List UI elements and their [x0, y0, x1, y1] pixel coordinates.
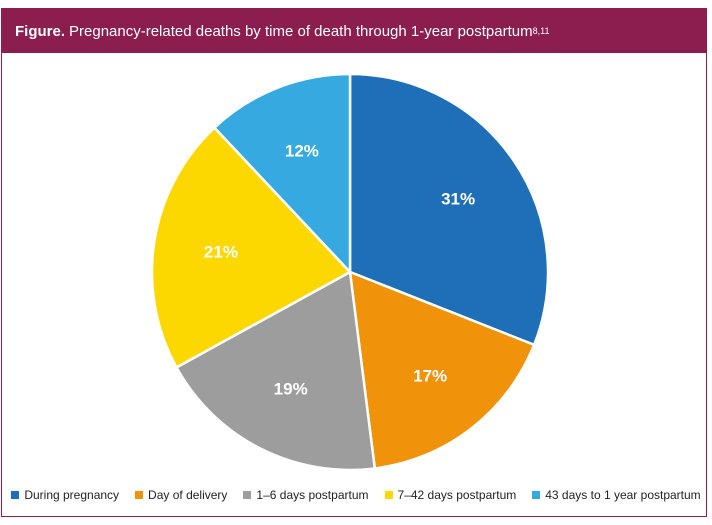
legend-swatch: [384, 491, 393, 499]
figure-title: Pregnancy-related deaths by time of deat…: [69, 22, 533, 40]
figure-prefix: Figure.: [15, 22, 66, 40]
pie-slice: [174, 270, 377, 472]
pie-slice: [212, 72, 352, 276]
legend-item: 43 days to 1 year postpartum: [532, 488, 701, 502]
legend-item: Day of delivery: [135, 488, 227, 502]
legend-label: 1–6 days postpartum: [256, 488, 369, 502]
data-label: 17%: [413, 366, 447, 385]
legend-label: 43 days to 1 year postpartum: [545, 488, 701, 502]
pie-slice: [348, 72, 550, 347]
legend-swatch: [243, 491, 252, 499]
figure-superscript: 8,11: [532, 26, 550, 36]
legend-label: During pregnancy: [24, 488, 120, 502]
legend-label: 7–42 days postpartum: [397, 488, 517, 502]
figure-header: Figure. Pregnancy-related deaths by time…: [2, 9, 706, 53]
legend-swatch: [532, 491, 541, 499]
legend-item: 7–42 days postpartum: [384, 488, 517, 502]
pie-slice: [348, 270, 536, 470]
data-label: 19%: [274, 379, 308, 398]
legend-swatch: [11, 491, 20, 499]
legend-swatch: [135, 491, 144, 499]
legend-label: Day of delivery: [148, 488, 228, 502]
pie-slice: [150, 125, 353, 370]
legend-item: During pregnancy: [11, 488, 119, 502]
legend-item: 1–6 days postpartum: [243, 488, 369, 502]
data-label: 21%: [204, 243, 238, 262]
legend: During pregnancy Day of delivery 1–6 days …: [0, 488, 712, 502]
data-label: 12%: [285, 141, 319, 160]
data-label: 31%: [441, 190, 475, 209]
